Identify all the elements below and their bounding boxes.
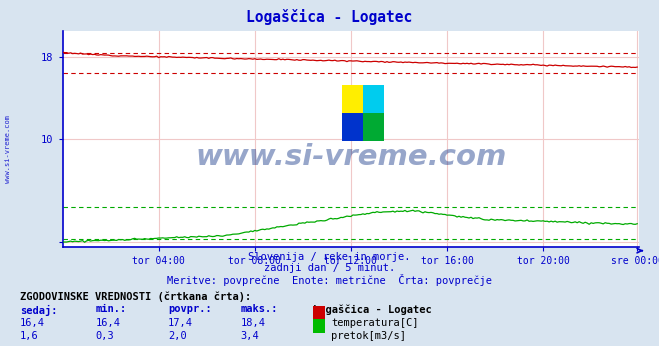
Text: Logaščica - Logatec: Logaščica - Logatec	[246, 9, 413, 25]
Text: povpr.:: povpr.:	[168, 304, 212, 315]
Text: 0,3: 0,3	[96, 331, 114, 342]
Bar	[363, 113, 384, 142]
Text: ZGODOVINSKE VREDNOSTI (črtkana črta):: ZGODOVINSKE VREDNOSTI (črtkana črta):	[20, 291, 251, 302]
Text: zadnji dan / 5 minut.: zadnji dan / 5 minut.	[264, 263, 395, 273]
Bar	[363, 85, 384, 113]
Text: 3,4: 3,4	[241, 331, 259, 342]
Bar	[342, 85, 363, 113]
Text: 18,4: 18,4	[241, 318, 266, 328]
Text: 17,4: 17,4	[168, 318, 193, 328]
Text: maks.:: maks.:	[241, 304, 278, 315]
Text: sedaj:: sedaj:	[20, 304, 57, 316]
Text: Logaščica - Logatec: Logaščica - Logatec	[313, 304, 432, 315]
Bar	[342, 113, 363, 142]
Text: www.si-vreme.com: www.si-vreme.com	[195, 143, 507, 171]
Text: 2,0: 2,0	[168, 331, 186, 342]
Text: 16,4: 16,4	[20, 318, 45, 328]
Text: Slovenija / reke in morje.: Slovenija / reke in morje.	[248, 252, 411, 262]
Text: min.:: min.:	[96, 304, 127, 315]
Text: www.si-vreme.com: www.si-vreme.com	[5, 115, 11, 183]
Text: 16,4: 16,4	[96, 318, 121, 328]
Text: temperatura[C]: temperatura[C]	[331, 318, 419, 328]
Text: Meritve: povprečne  Enote: metrične  Črta: povprečje: Meritve: povprečne Enote: metrične Črta:…	[167, 274, 492, 286]
Text: pretok[m3/s]: pretok[m3/s]	[331, 331, 407, 342]
Text: 1,6: 1,6	[20, 331, 38, 342]
